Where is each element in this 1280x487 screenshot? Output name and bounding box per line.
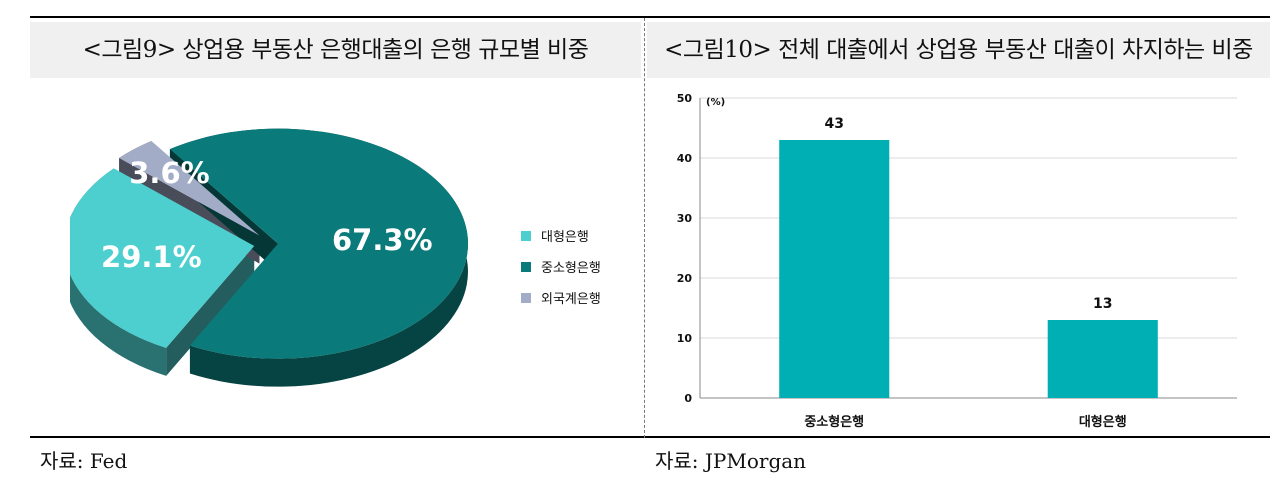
bottom-rule [30, 436, 1270, 438]
y-tick-label: 20 [677, 272, 693, 285]
bar-marks: 43 13 [779, 116, 1158, 398]
pie-source-note: 자료: Fed [40, 449, 128, 473]
pie-side-large-bank [70, 168, 167, 376]
legend-item-small-mid-bank: 중소형은행 [521, 251, 601, 282]
legend-label-large-bank: 대형은행 [541, 230, 589, 245]
y-unit-label: (%) [706, 97, 725, 108]
bar-y-tick-labels: 0 10 20 30 40 50 (%) [677, 92, 725, 405]
y-tick-label: 10 [677, 332, 693, 345]
pie-legend: 대형은행 중소형은행 외국계은행 [521, 220, 601, 313]
bar-0 [779, 140, 890, 398]
legend-swatch-small-mid-bank [521, 261, 531, 272]
legend-item-large-bank: 대형은행 [521, 220, 601, 251]
bar-chart-title: <그림10> 전체 대출에서 상업용 부동산 대출이 차지하는 비중 [647, 22, 1270, 78]
pie-cut-large-bank [166, 245, 255, 376]
bar-1 [1047, 320, 1158, 398]
y-tick-label: 40 [677, 152, 693, 165]
pie-slice-foreign-bank [119, 140, 260, 236]
bar-x-tick-labels: 중소형은행 대형은행 [804, 414, 1126, 430]
pie-slice-large-bank [70, 168, 255, 348]
pie-chart-title: <그림9> 상업용 부동산 은행대출의 은행 규모별 비중 [30, 22, 641, 78]
bar-data-label-0: 43 [825, 116, 844, 132]
bar-chart: 0 10 20 30 40 50 (%) 43 13 중소형은행 대형은행 [677, 92, 1237, 430]
y-tick-label: 0 [684, 392, 692, 405]
pie-slice-small-mid-bank [169, 128, 468, 359]
y-tick-label: 30 [677, 212, 693, 225]
bar-data-label-1: 13 [1093, 296, 1112, 312]
legend-item-foreign-bank: 외국계은행 [521, 282, 601, 313]
top-rule [30, 16, 1270, 18]
pie-data-labels: 29.1% 3.6% 67.3% [101, 156, 433, 274]
panel-divider [644, 18, 645, 438]
pie-slices [70, 128, 468, 359]
legend-swatch-large-bank [521, 230, 531, 241]
legend-swatch-foreign-bank [521, 292, 531, 303]
legend-label-foreign-bank: 외국계은행 [541, 292, 601, 307]
pie-label-foreign-bank: 3.6% [129, 156, 209, 190]
pie-label-small-mid-bank: 67.3% [332, 223, 433, 257]
x-tick-label-1: 대형은행 [1079, 414, 1127, 430]
pie-label-large-bank: 29.1% [101, 240, 202, 274]
legend-label-small-mid-bank: 중소형은행 [541, 261, 601, 276]
bar-source-note: 자료: JPMorgan [655, 449, 807, 473]
y-tick-label: 50 [677, 92, 693, 105]
x-tick-label-0: 중소형은행 [804, 414, 864, 430]
pie-chart: 29.1% 3.6% 67.3% [70, 128, 468, 387]
